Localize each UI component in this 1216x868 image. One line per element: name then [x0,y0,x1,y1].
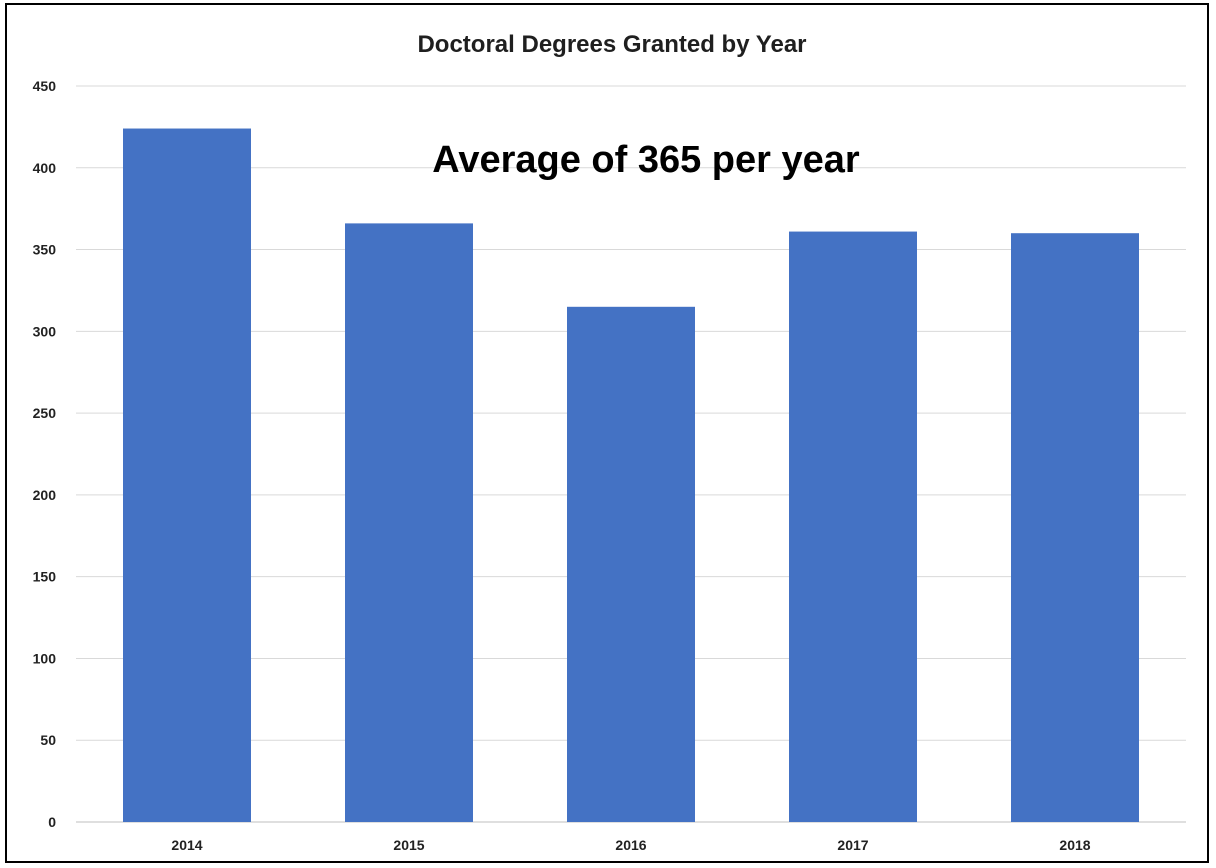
y-tick-label: 50 [40,732,56,748]
x-tick-label: 2015 [393,837,424,853]
bars [123,128,1139,823]
bar-2014 [123,128,251,823]
bar-2018 [1011,233,1139,822]
y-tick-label: 100 [33,650,57,666]
x-axis-ticks: 2014 2015 2016 2017 2018 [171,837,1090,853]
average-annotation: Average of 365 per year [432,139,860,181]
y-tick-label: 400 [33,160,57,176]
y-tick-label: 300 [33,323,57,339]
x-tick-label: 2018 [1059,837,1090,853]
x-tick-label: 2017 [837,837,868,853]
bar-2015 [345,223,473,823]
y-tick-label: 250 [33,405,57,421]
bar-2017 [789,231,917,822]
x-tick-label: 2014 [171,837,202,853]
y-tick-label: 0 [48,814,56,830]
y-axis-ticks: 0 50 100 150 200 250 300 350 400 450 [33,78,57,830]
chart-title: Doctoral Degrees Granted by Year [417,31,806,58]
bar-2016 [567,306,695,822]
y-tick-label: 450 [33,78,57,94]
x-tick-label: 2016 [615,837,646,853]
y-tick-label: 200 [33,487,57,503]
y-tick-label: 350 [33,242,57,258]
gridlines [76,85,1186,823]
y-tick-label: 150 [33,569,57,585]
